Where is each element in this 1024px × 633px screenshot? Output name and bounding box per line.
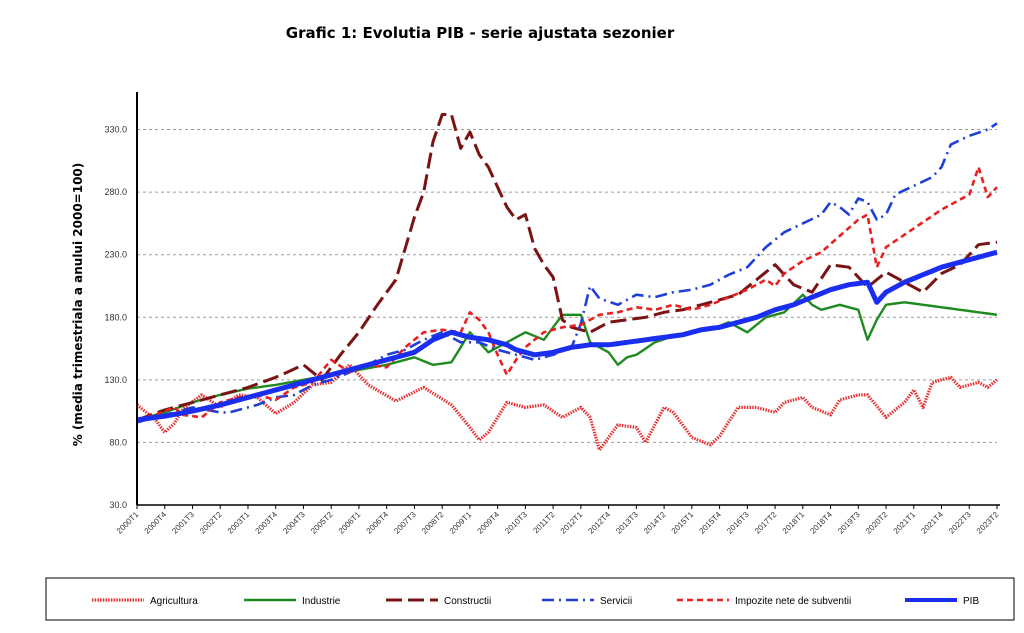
x-tick-label: 2022T3 [947,510,973,536]
x-tick-label: 2013T3 [614,510,640,536]
x-tick-label: 2011T2 [531,510,557,536]
x-tick-label: 2017T2 [753,510,779,536]
legend-label: Constructii [444,596,491,607]
legend-label: Impozite nete de subventii [735,596,851,607]
x-tick-label: 2023T2 [975,510,1001,536]
x-tick-label: 2021T1 [892,510,918,536]
legend-box [45,577,1015,621]
x-tick-label: 2012T1 [559,510,585,536]
y-tick-label: 180.0 [104,312,127,322]
y-tick-label: 30.0 [109,500,127,510]
x-tick-label: 2002T2 [198,510,224,536]
x-tick-label: 2009T4 [476,510,502,536]
x-tick-label: 2008T2 [420,510,446,536]
legend-label: Agricultura [150,596,198,607]
x-tick-label: 2000T4 [143,510,169,536]
y-tick-label: 330.0 [104,125,127,135]
x-tick-label: 2003T4 [254,510,280,536]
x-tick-label: 2012T4 [586,510,612,536]
y-axis-label: % (media trimestriala a anului 2000=100) [71,163,85,447]
y-tick-label: 130.0 [104,375,127,385]
y-tick-label: 280.0 [104,187,127,197]
x-tick-label: 2001T3 [170,510,196,536]
x-tick-label: 2009T1 [448,510,474,536]
legend-label: Servicii [600,596,632,607]
x-tick-label: 2018T4 [808,510,834,536]
x-tick-label: 2015T1 [670,510,696,536]
x-tick-label: 2016T3 [725,510,751,536]
x-tick-label: 2004T3 [281,510,307,536]
grid-layer [137,129,997,443]
legend-label: PIB [963,596,979,607]
x-tick-label: 2020T2 [864,510,890,536]
x-tick-label: 2003T1 [226,510,252,536]
legend-label: Industrie [302,596,341,607]
series-line-pib [136,249,998,423]
x-tick-label: 2010T3 [503,510,529,536]
legend: Agricultura Industrie Constructii Servicii I… [45,577,1015,621]
series-line-agricultura [135,363,999,452]
y-tick-label: 230.0 [104,250,127,260]
x-tick-label: 2019T3 [836,510,862,536]
x-tick-label: 2006T4 [365,510,391,536]
x-tick-label: 2000T1 [115,510,141,536]
x-tick-label: 2018T1 [781,510,807,536]
series-line-servicii [136,122,998,424]
x-tick-label: 2006T1 [337,510,363,536]
series-layer [135,113,999,452]
chart-title: Grafic 1: Evolutia PIB - serie ajustata … [285,24,675,42]
x-tick-label: 2021T4 [919,510,945,536]
x-tick-label: 2015T4 [697,510,723,536]
x-tick-label: 2014T2 [642,510,668,536]
x-tick-label: 2007T3 [392,510,418,536]
series-line-industrie [136,293,998,422]
y-tick-label: 80.0 [109,437,127,447]
series-line-constructii [136,113,998,422]
x-tick-label: 2005T2 [309,510,335,536]
